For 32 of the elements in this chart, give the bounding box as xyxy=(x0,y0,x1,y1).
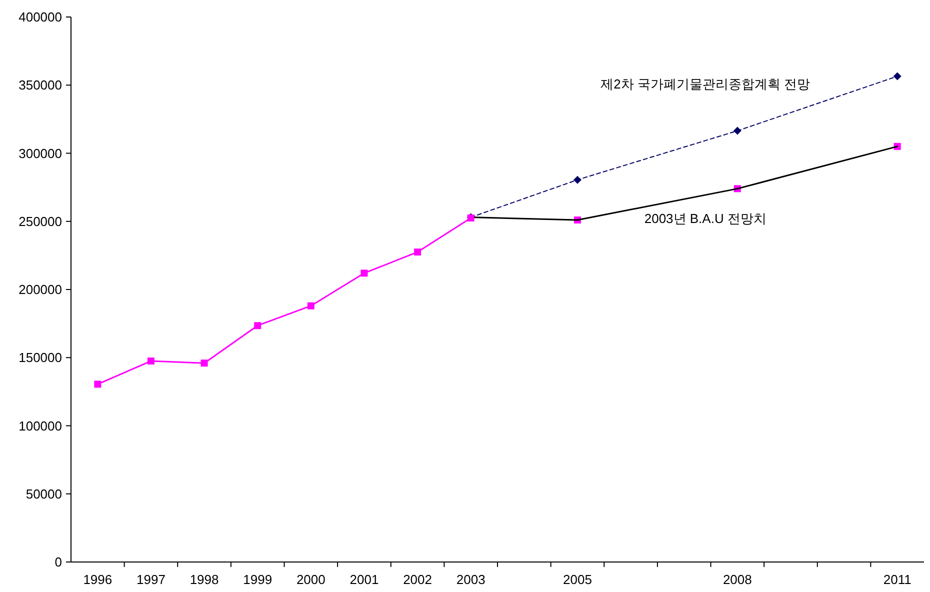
y-tick-label: 300000 xyxy=(18,146,62,161)
point xyxy=(893,72,902,80)
y-tick-label: 100000 xyxy=(18,418,62,434)
y-tick-label: 250000 xyxy=(18,214,62,229)
y-tick-label: 400000 xyxy=(18,10,62,25)
y-tick-label: 50000 xyxy=(26,486,62,502)
y-tick-label: 150000 xyxy=(18,350,62,366)
point xyxy=(147,358,154,365)
point xyxy=(307,302,314,310)
series-label: 2003년 B.A.U 전망치 xyxy=(644,210,766,226)
y-tick-label: 0 xyxy=(54,554,62,570)
point xyxy=(414,248,422,256)
x-tick-label: 1998 xyxy=(190,572,219,587)
x-tick-label: 1997 xyxy=(136,572,166,587)
series-label: 제2차 국가폐기물관리종합계획 전망 xyxy=(600,76,810,92)
point xyxy=(360,270,368,277)
point xyxy=(94,380,102,388)
point xyxy=(254,322,262,330)
point xyxy=(733,126,742,135)
point xyxy=(200,360,208,367)
x-tick-label: 2001 xyxy=(350,572,379,587)
x-tick-label: 2003 xyxy=(456,572,486,587)
x-tick-label: 2000 xyxy=(296,572,326,587)
x-tick-label: 2011 xyxy=(883,572,912,587)
y-tick-label: 350000 xyxy=(18,78,62,93)
x-tick-label: 2002 xyxy=(403,572,432,587)
x-tick-label: 2005 xyxy=(563,572,592,587)
x-tick-label: 1996 xyxy=(83,572,112,587)
point xyxy=(573,176,582,184)
x-tick-label: 1999 xyxy=(243,572,272,587)
y-tick-label: 200000 xyxy=(18,282,62,298)
x-tick-label: 2008 xyxy=(722,572,752,587)
